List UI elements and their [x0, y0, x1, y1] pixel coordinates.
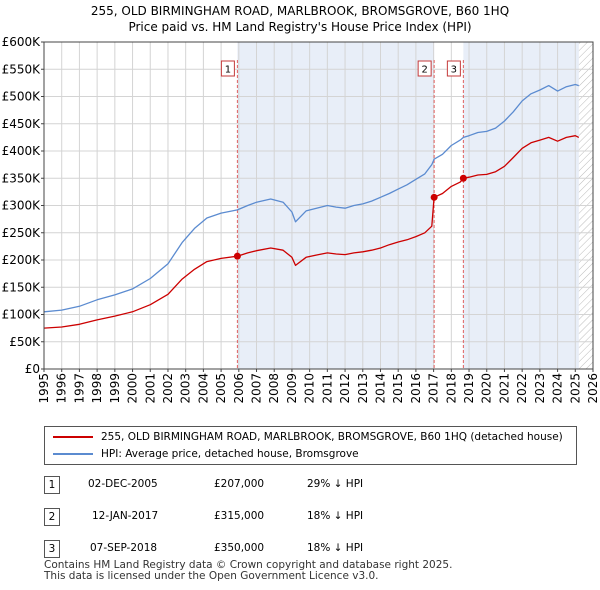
sale-label-number: 1	[225, 65, 231, 76]
x-tick-label: 2025	[568, 373, 582, 404]
x-tick-label: 2018	[444, 373, 458, 404]
sale-point	[459, 174, 467, 182]
x-tick-label: 2012	[338, 373, 352, 404]
property-price-line	[43, 135, 580, 329]
transaction-date: 12-JAN-2017	[92, 510, 159, 522]
x-tick-label: 2016	[409, 373, 423, 404]
x-tick-label: 2009	[285, 373, 299, 404]
transaction-number: 2	[44, 508, 60, 526]
sale-label-number: 3	[451, 65, 457, 76]
x-tick-label: 2008	[267, 373, 281, 404]
x-tick-label: 2019	[462, 373, 476, 404]
y-tick-label: £50K	[9, 335, 41, 349]
sale-label-box	[417, 60, 432, 77]
y-tick-label: £300K	[2, 199, 42, 213]
x-tick-label: 2000	[126, 373, 140, 404]
transaction-date: 02-DEC-2005	[88, 478, 158, 490]
transaction-date: 07-SEP-2018	[90, 542, 158, 554]
x-tick-label: 2002	[161, 373, 175, 404]
x-tick-label: 1998	[90, 373, 104, 404]
y-tick-label: £450K	[2, 117, 42, 131]
x-tick-label: 2024	[551, 373, 565, 404]
y-tick-label: £200K	[2, 253, 42, 267]
x-tick-label: 2021	[497, 373, 511, 404]
x-tick-label: 2014	[373, 373, 387, 404]
y-tick-label: £150K	[2, 280, 42, 294]
x-tick-label: 1996	[55, 373, 69, 404]
x-tick-label: 2026	[586, 373, 600, 404]
transaction-number: 1	[44, 476, 60, 494]
chart-title-line2: Price paid vs. HM Land Registry's House …	[128, 20, 472, 34]
price-chart: 1 2 3 £0 £50K £100K £150K £200K £250K £300K £350K…	[2, 35, 600, 404]
x-tick-label: 1997	[72, 373, 86, 404]
x-tick-label: 1999	[108, 373, 122, 404]
x-tick-label: 2020	[480, 373, 494, 404]
sale-point	[430, 193, 438, 201]
x-tick-label: 2015	[391, 373, 405, 404]
x-tick-label: 2010	[303, 373, 317, 404]
footer-copyright: Contains HM Land Registry data © Crown c…	[44, 559, 453, 571]
x-tick-label: 2004	[196, 373, 210, 404]
legend-label-property: 255, OLD BIRMINGHAM ROAD, MARLBROOK, BRO…	[101, 431, 563, 443]
y-tick-label: £100K	[2, 308, 42, 322]
sale-label-box	[446, 60, 461, 77]
hpi-line	[43, 83, 579, 313]
transaction-price: £207,000	[214, 478, 265, 490]
x-tick-label: 2005	[214, 373, 228, 404]
x-tick-label: 2017	[427, 373, 441, 404]
sale-label-number: 2	[421, 65, 427, 76]
x-tick-label: 2001	[143, 373, 157, 404]
y-tick-label: £350K	[2, 171, 42, 185]
chart-title-line1: 255, OLD BIRMINGHAM ROAD, MARLBROOK, BRO…	[90, 4, 510, 18]
legend-line-hpi	[53, 453, 93, 455]
y-tick-label: £400K	[2, 144, 42, 158]
footer-note: Contains HM Land Registry data © Crown c…	[44, 560, 452, 582]
legend-line-property	[53, 436, 93, 438]
x-tick-label: 2007	[250, 373, 264, 404]
x-tick-label: 2023	[533, 373, 547, 404]
y-tick-label: £550K	[2, 62, 42, 76]
y-tick-label: £600K	[2, 35, 42, 49]
y-tick-label: £0	[25, 362, 40, 376]
y-tick-label: £500K	[2, 90, 42, 104]
x-tick-label: 2013	[356, 373, 370, 404]
footer-license: This data is licensed under the Open Gov…	[44, 570, 379, 582]
chart-legend: 255, OLD BIRMINGHAM ROAD, MARLBROOK, BRO…	[44, 426, 577, 465]
transaction-hpi-diff: 18% ↓ HPI	[307, 542, 364, 554]
sale-point	[233, 252, 241, 260]
x-tick-label: 2003	[179, 373, 193, 404]
y-tick-label: £250K	[2, 226, 42, 240]
transaction-price: £350,000	[214, 542, 265, 554]
x-tick-label: 2022	[515, 373, 529, 404]
x-tick-label: 2011	[320, 373, 334, 404]
x-tick-label: 1995	[37, 373, 51, 404]
transaction-hpi-diff: 29% ↓ HPI	[307, 478, 364, 490]
x-tick-label: 2006	[232, 373, 246, 404]
transaction-price: £315,000	[214, 510, 265, 522]
legend-label-hpi: HPI: Average price, detached house, Brom…	[101, 448, 359, 460]
sale-label-box	[220, 60, 235, 77]
transaction-hpi-diff: 18% ↓ HPI	[307, 510, 364, 522]
transaction-number: 3	[44, 540, 60, 558]
